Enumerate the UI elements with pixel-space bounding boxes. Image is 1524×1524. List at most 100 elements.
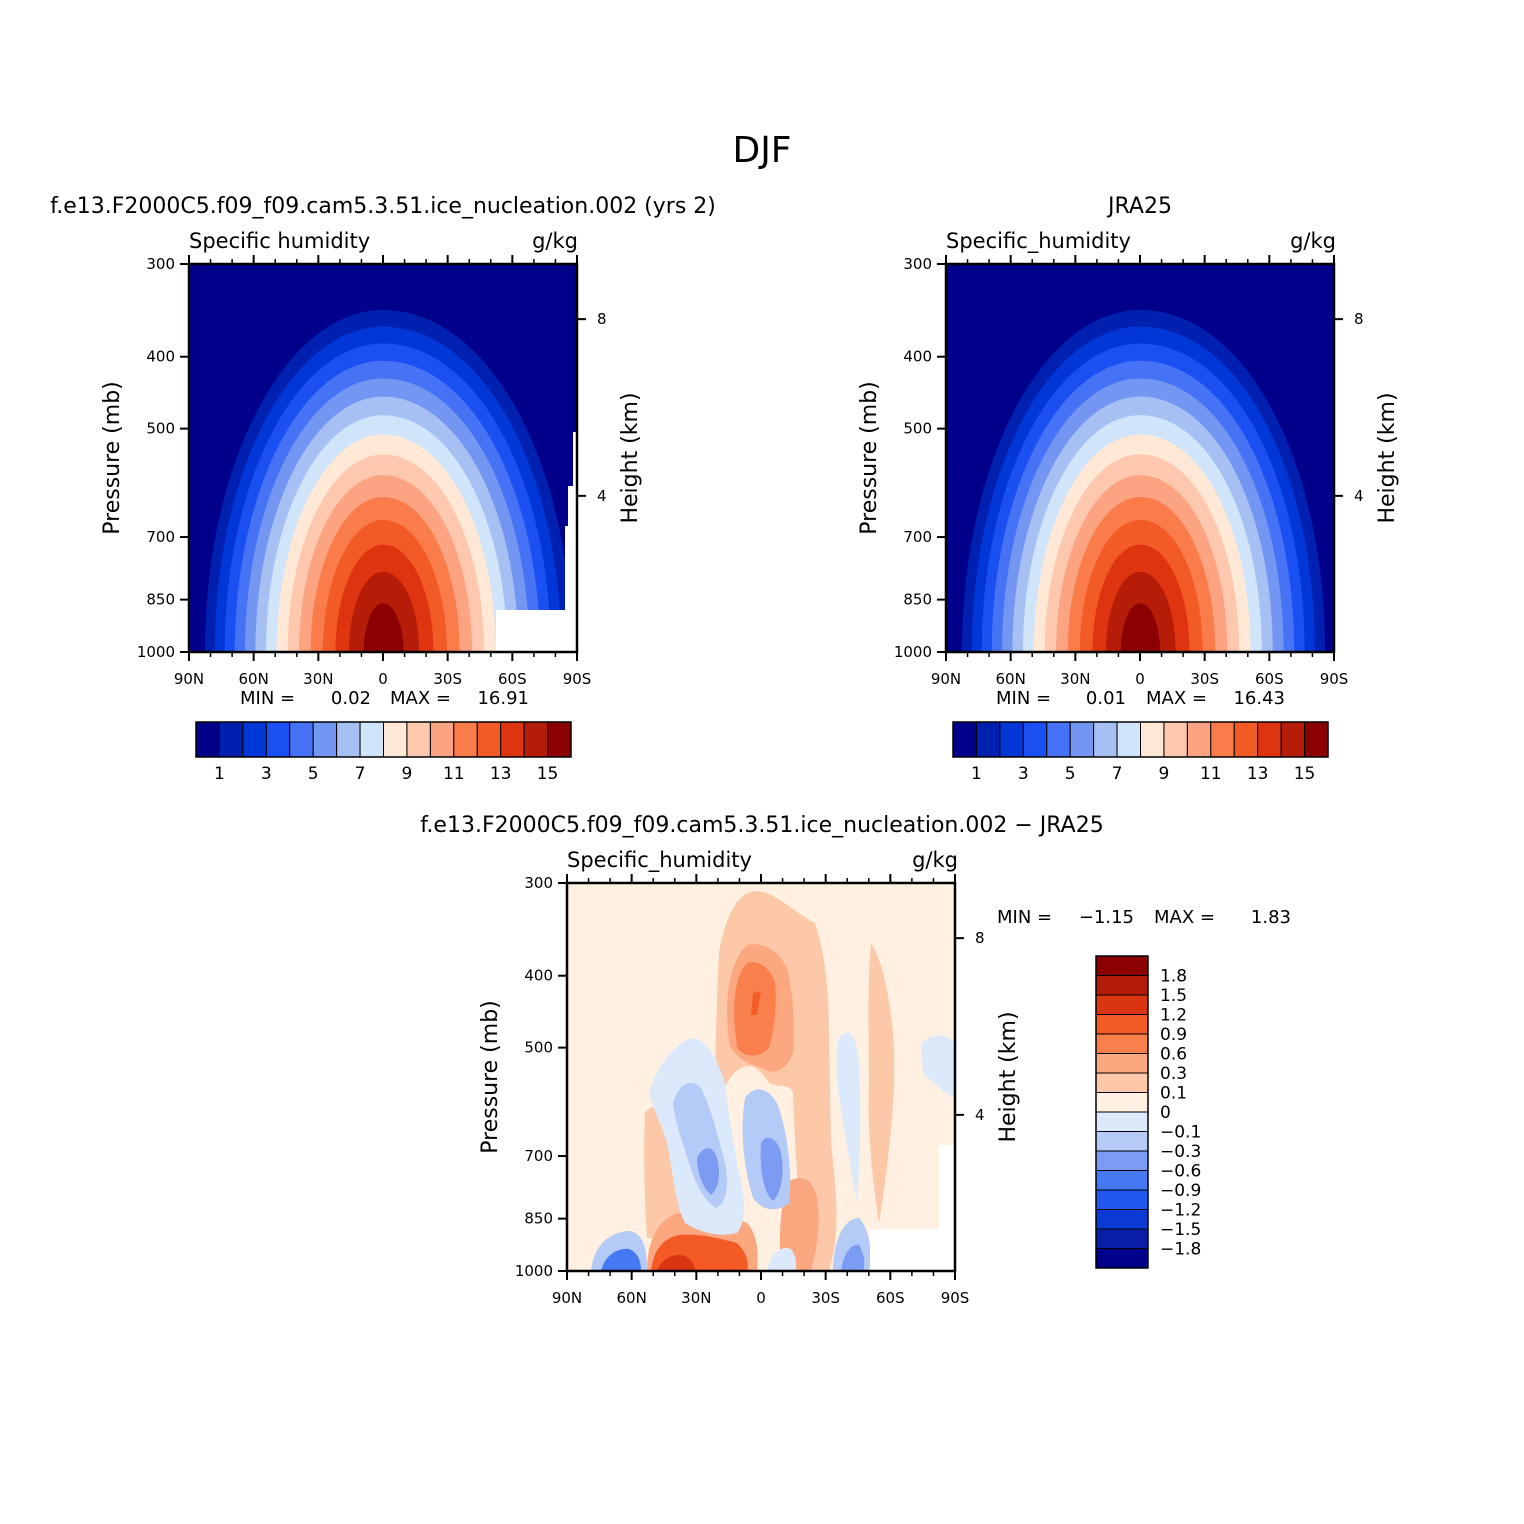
colorbar-swatch bbox=[359, 721, 384, 758]
panel-model-min-label: MIN = bbox=[240, 688, 295, 709]
colorbar-swatch bbox=[1093, 721, 1118, 758]
diff-negative-surface-equator bbox=[767, 1247, 797, 1271]
y-tick-label: 400 bbox=[146, 348, 175, 366]
x-tick-label: 60S bbox=[498, 670, 527, 688]
panel-reanalysis: JRA25 Specific_humidity g/kg 90N 60N 30N 0 3… bbox=[857, 194, 1400, 784]
colorbar-swatch bbox=[242, 721, 267, 758]
x-tick-label: 0 bbox=[756, 1289, 766, 1307]
colorbar-label: 15 bbox=[1294, 764, 1316, 784]
colorbar-label: 1 bbox=[214, 764, 225, 784]
y-tick-label: 700 bbox=[146, 528, 175, 546]
y-tick-label: 850 bbox=[524, 1210, 553, 1228]
x-tick-label: 0 bbox=[378, 670, 388, 688]
contour-level-16 bbox=[363, 603, 404, 652]
colorbar-swatch bbox=[195, 721, 220, 758]
plot-reanalysis-field bbox=[946, 264, 1334, 652]
colorbar-swatch bbox=[1022, 721, 1048, 758]
panel-model-max-value: 16.91 bbox=[477, 688, 529, 709]
colorbar-swatch bbox=[1257, 721, 1282, 758]
colorbar-label: 0.6 bbox=[1160, 1045, 1187, 1065]
colorbar-label: −1.5 bbox=[1160, 1220, 1201, 1240]
colorbar-swatch bbox=[1163, 721, 1188, 758]
colorbar-swatch bbox=[1304, 721, 1329, 758]
colorbar-swatch bbox=[1095, 1248, 1149, 1269]
panel-reanalysis-min-value: 0.01 bbox=[1086, 688, 1126, 709]
colorbar-swatch bbox=[1095, 994, 1149, 1015]
height-tick-label: 8 bbox=[975, 929, 985, 947]
y-tick-label: 300 bbox=[524, 874, 553, 892]
x-tick-label: 30S bbox=[1190, 670, 1219, 688]
panel-model-ylabel-right: Height (km) bbox=[618, 392, 643, 523]
colorbar-label: −1.8 bbox=[1160, 1240, 1201, 1260]
colorbar-swatch bbox=[1095, 1228, 1149, 1249]
panel-reanalysis-units: g/kg bbox=[1290, 229, 1336, 253]
diff-negative-surface-south-core bbox=[841, 1244, 865, 1271]
y-tick-label: 300 bbox=[903, 255, 932, 273]
panel-difference-ylabel: Pressure (mb) bbox=[478, 1000, 503, 1154]
colorbar-swatch bbox=[1069, 721, 1095, 758]
x-tick-label: 60S bbox=[876, 1289, 905, 1307]
colorbar-label: 1.8 bbox=[1160, 967, 1187, 987]
panel-difference-variable: Specific_humidity bbox=[567, 848, 752, 873]
colorbar-swatch bbox=[1095, 1072, 1149, 1093]
panel-difference-ylabel-right: Height (km) bbox=[996, 1011, 1021, 1142]
missing-data-mask bbox=[870, 1145, 955, 1271]
x-tick-label: 30S bbox=[433, 670, 462, 688]
x-tick-label: 60S bbox=[1255, 670, 1284, 688]
height-tick-label: 4 bbox=[1354, 487, 1364, 505]
colorbar-label: 1 bbox=[971, 764, 982, 784]
colorbar-swatch bbox=[476, 721, 502, 758]
colorbar-swatch bbox=[1095, 1014, 1149, 1035]
panel-reanalysis-variable: Specific_humidity bbox=[946, 229, 1131, 254]
x-tick-label: 90N bbox=[552, 1289, 582, 1307]
y-tick-label: 500 bbox=[903, 420, 932, 438]
colorbar-swatch bbox=[406, 721, 431, 758]
panel-reanalysis-max-value: 16.43 bbox=[1233, 688, 1285, 709]
colorbar-swatch bbox=[999, 721, 1024, 758]
colorbar-swatch bbox=[1095, 1209, 1149, 1230]
panel-reanalysis-title: JRA25 bbox=[1106, 194, 1172, 219]
panel-model-max-label: MAX = bbox=[390, 688, 451, 709]
panel-difference-units: g/kg bbox=[912, 848, 958, 872]
colorbar-frame bbox=[952, 721, 1329, 758]
colorbar-swatch bbox=[1280, 721, 1306, 758]
colorbar-swatch bbox=[952, 721, 977, 758]
colorbar-swatch bbox=[1095, 955, 1149, 976]
panel-model-variable: Specific humidity bbox=[189, 229, 370, 253]
y-tick-label: 500 bbox=[146, 420, 175, 438]
x-tick-label: 90S bbox=[941, 1289, 970, 1307]
colorbar-label: 0.1 bbox=[1160, 1084, 1187, 1104]
colorbar-difference: 1.81.51.20.90.60.30.10−0.1−0.3−0.6−0.9−1… bbox=[1095, 955, 1201, 1269]
panel-difference: f.e13.F2000C5.f09_f09.cam5.3.51.ice_nucl… bbox=[420, 813, 1291, 1307]
colorbar-swatch bbox=[547, 721, 572, 758]
colorbar-label: −1.2 bbox=[1160, 1201, 1201, 1221]
colorbar-swatch bbox=[1186, 721, 1212, 758]
x-tick-label: 60N bbox=[996, 670, 1026, 688]
colorbar-label: 9 bbox=[1159, 764, 1170, 784]
colorbar-swatch bbox=[1095, 1189, 1149, 1210]
panel-reanalysis-ylabel: Pressure (mb) bbox=[857, 381, 882, 535]
colorbar-swatch bbox=[218, 721, 244, 758]
plot-model-field bbox=[189, 264, 577, 652]
diff-positive-peak bbox=[751, 991, 761, 1015]
colorbar-swatch bbox=[1140, 721, 1165, 758]
x-tick-label: 60N bbox=[239, 670, 269, 688]
colorbar-frame bbox=[1095, 955, 1149, 1269]
colorbar-swatch bbox=[1116, 721, 1141, 758]
colorbar-label: 0 bbox=[1160, 1103, 1171, 1123]
panel-difference-title: f.e13.F2000C5.f09_f09.cam5.3.51.ice_nucl… bbox=[420, 813, 1103, 838]
panel-reanalysis-min-label: MIN = bbox=[996, 688, 1051, 709]
panel-difference-min-label: MIN = bbox=[997, 907, 1052, 928]
colorbar-swatch bbox=[1095, 1092, 1149, 1113]
y-tick-label: 1000 bbox=[137, 643, 175, 661]
colorbar-swatch bbox=[1095, 1053, 1149, 1074]
colorbar-swatch bbox=[500, 721, 525, 758]
y-tick-label: 850 bbox=[903, 591, 932, 609]
contour-level-16 bbox=[1120, 603, 1161, 652]
colorbar-label: 3 bbox=[261, 764, 272, 784]
colorbar-swatch bbox=[1233, 721, 1259, 758]
diff-positive-mid-south bbox=[779, 1178, 819, 1271]
colorbar-frame bbox=[195, 721, 572, 758]
plot-difference-field bbox=[567, 883, 955, 1271]
colorbar-swatch bbox=[1095, 1131, 1149, 1152]
